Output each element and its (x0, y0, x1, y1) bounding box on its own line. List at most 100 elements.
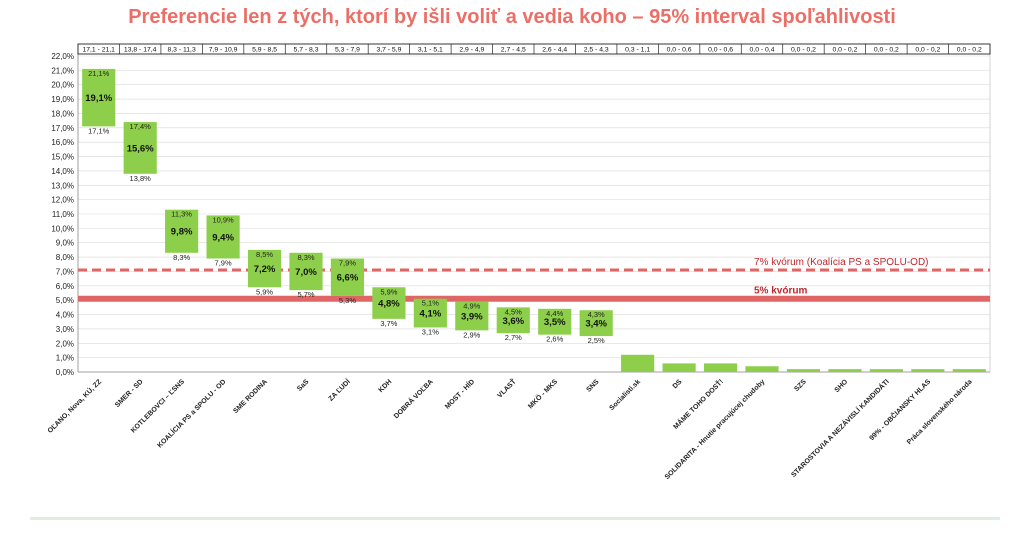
chart-title: Preferencie len z tých, ktorí by išli vo… (128, 6, 896, 28)
bar-lower-label: 2,6% (546, 335, 563, 344)
x-category-label: VLASŤ (495, 377, 518, 400)
range-cell-label: 5,7 - 8,3 (294, 47, 319, 54)
bar-value-label: 19,1% (85, 93, 112, 104)
x-category-label: DOBRÁ VOĽBA (392, 377, 435, 420)
range-cell-label: 0,0 - 0,2 (791, 47, 816, 54)
bar-interval (662, 363, 696, 372)
bar-value-label: 7,0% (295, 267, 317, 278)
x-category-label: SMER - SD (114, 378, 145, 409)
bar-value-label: 4,1% (420, 309, 442, 320)
x-category-label: SNS (585, 378, 600, 393)
bar-lower-label: 2,5% (588, 336, 605, 345)
bar-value-label: 3,5% (544, 317, 566, 328)
bar-value-label: 3,9% (461, 311, 483, 322)
range-cell-label: 17,1 - 21,1 (82, 47, 115, 54)
x-category-label: SOLIDARITA - Hnutie pracujúcej chudoby (664, 378, 767, 481)
x-category-label: SHO (834, 378, 850, 394)
bar-lower-label: 5,7% (297, 290, 314, 299)
bar-interval (455, 301, 489, 331)
bar-value-label: 7,2% (254, 264, 276, 275)
bar-interval (786, 369, 821, 372)
range-cell-label: 2,5 - 4,3 (584, 47, 609, 54)
bar-interval (413, 298, 447, 328)
range-cell-label: 13,8 - 17,4 (124, 47, 157, 54)
bar-interval (165, 209, 199, 253)
x-category-label: ZA ĽUDÍ (326, 376, 352, 402)
y-tick-label: 22,0% (51, 52, 74, 61)
bar-lower-label: 5,3% (339, 296, 356, 305)
x-category-label: DS (672, 378, 684, 390)
bar-upper-label: 8,3% (297, 253, 314, 262)
range-cell-label: 7,9 - 10,9 (209, 47, 238, 54)
bar-upper-label: 4,9% (463, 302, 480, 311)
bar-lower-label: 3,1% (422, 327, 439, 336)
bar-upper-label: 4,4% (546, 309, 563, 318)
range-cell-label: 2,6 - 4,4 (542, 47, 567, 54)
bar-upper-label: 4,5% (505, 307, 522, 316)
bar-value-label: 9,4% (212, 232, 234, 243)
bar-interval (952, 369, 986, 372)
bottom-divider (30, 517, 1000, 520)
y-tick-label: 19,0% (51, 95, 74, 104)
bar-upper-label: 5,1% (422, 299, 439, 308)
range-cell-label: 0,0 - 0,2 (915, 47, 940, 54)
x-category-label: OĽANO, Nova, KÚ, ZZ (45, 377, 103, 435)
bar-lower-label: 2,7% (505, 333, 522, 342)
threshold-5-label: 5% kvórum (754, 286, 807, 297)
range-cell-label: 0,0 - 0,2 (874, 47, 899, 54)
bar-interval (745, 366, 779, 372)
bar-upper-label: 11,3% (171, 210, 192, 219)
bar-interval (289, 252, 323, 291)
y-tick-label: 6,0% (56, 282, 74, 291)
y-tick-label: 15,0% (51, 153, 74, 162)
range-cell-label: 0,0 - 0,4 (750, 47, 775, 54)
range-cell-label: 0,0 - 0,6 (667, 47, 692, 54)
y-tick-label: 18,0% (51, 109, 74, 118)
bar-upper-label: 21,1% (88, 69, 110, 78)
x-category-label: Socialisti.sk (608, 378, 642, 412)
bar-interval (82, 68, 116, 127)
bar-lower-label: 7,9% (215, 259, 232, 268)
x-category-label: SZS (793, 378, 808, 393)
x-category-label: SaS (296, 378, 311, 393)
bar-value-label: 9,8% (171, 227, 193, 238)
bar-interval (496, 307, 530, 334)
bar-interval (911, 369, 945, 372)
y-tick-label: 0,0% (56, 368, 74, 377)
bar-upper-label: 5,9% (380, 287, 397, 296)
x-category-label: SME RODINA (232, 378, 269, 415)
bar-upper-label: 4,3% (588, 310, 605, 319)
y-tick-label: 20,0% (51, 81, 74, 90)
bar-interval (703, 363, 738, 372)
bar-lower-label: 5,9% (256, 287, 273, 296)
bar-interval (828, 369, 862, 372)
threshold-7-label: 7% kvórum (Koalícia PS a SPOLU-OD) (754, 257, 929, 268)
bar-lower-label: 2,9% (463, 330, 480, 339)
range-cell-label: 0,0 - 0,6 (708, 47, 733, 54)
bar-upper-label: 8,5% (256, 250, 273, 259)
bar-value-label: 6,6% (337, 273, 359, 284)
y-tick-label: 4,0% (56, 311, 74, 320)
bar-lower-label: 13,8% (130, 174, 152, 183)
y-tick-label: 14,0% (51, 167, 74, 176)
bar-upper-label: 17,4% (130, 122, 152, 131)
range-cell-label: 3,1 - 5,1 (418, 47, 443, 54)
range-cell-label: 3,7 - 5,9 (376, 47, 401, 54)
range-cell-label: 5,9 - 8,5 (252, 47, 277, 54)
bar-interval (330, 258, 365, 296)
bar-interval (372, 287, 406, 319)
bar-lower-label: 17,1% (88, 126, 110, 135)
y-tick-label: 21,0% (51, 66, 74, 75)
x-category-label: MKÖ - MKS (526, 377, 560, 411)
y-tick-label: 12,0% (51, 196, 74, 205)
bar-interval (621, 354, 655, 372)
y-tick-label: 2,0% (56, 339, 74, 348)
y-tick-label: 17,0% (51, 124, 74, 133)
bar-interval (206, 215, 240, 259)
bar-value-label: 3,4% (585, 319, 607, 330)
y-tick-label: 3,0% (56, 325, 74, 334)
range-cell-label: 8,3 - 11,3 (168, 47, 196, 54)
x-category-label: KOALÍCIA PS a SPOLU - OD (155, 377, 227, 449)
range-cell-label: 0,0 - 0,2 (957, 47, 982, 54)
